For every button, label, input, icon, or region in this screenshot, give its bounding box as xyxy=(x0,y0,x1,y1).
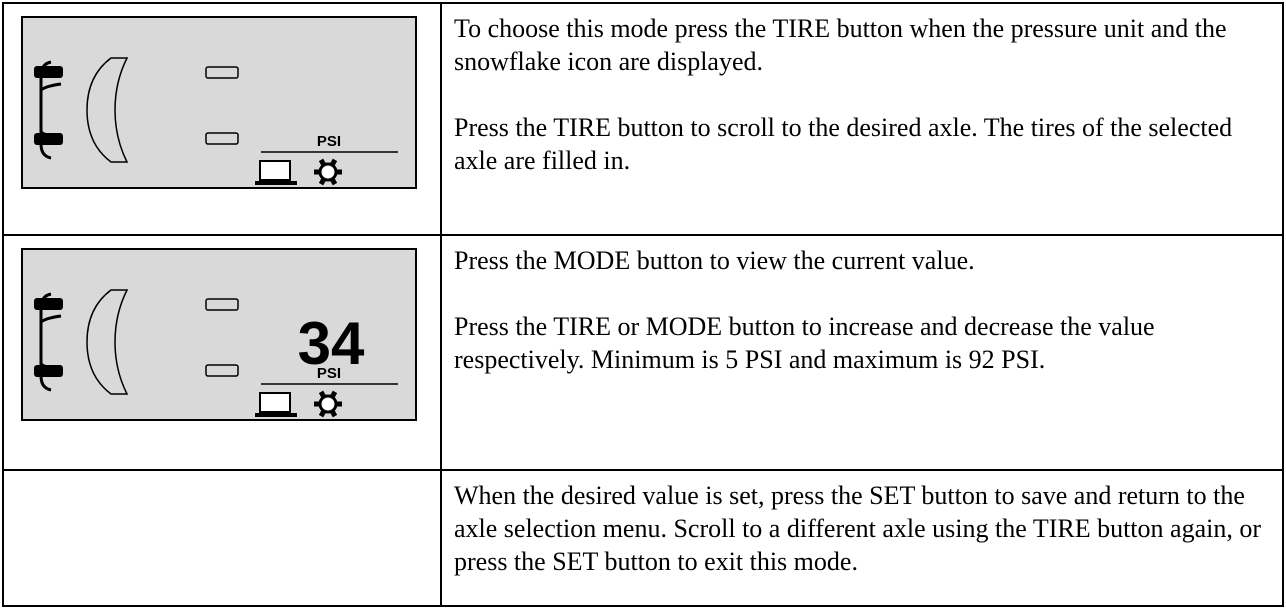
tire-filled xyxy=(34,298,63,310)
table-row: When the desired value is set, press the… xyxy=(2,469,1284,607)
paragraph: Press the TIRE or MODE button to increas… xyxy=(454,312,1155,374)
text-cell: When the desired value is set, press the… xyxy=(440,469,1284,607)
display-cell xyxy=(2,469,442,607)
paragraph: To choose this mode press the TIRE butto… xyxy=(454,14,1227,76)
tire-empty xyxy=(205,132,239,145)
computer-screen xyxy=(259,160,291,181)
lcd-frame xyxy=(21,248,417,421)
lcd-frame xyxy=(21,16,417,189)
tire-empty xyxy=(205,298,239,311)
paragraph: Press the MODE button to view the curren… xyxy=(454,246,975,275)
table-row: PSI To choose this mode press the TIRE b… xyxy=(2,2,1284,236)
tire-filled xyxy=(34,365,63,377)
computer-base xyxy=(255,181,297,185)
display-cell: PSI xyxy=(2,2,442,236)
snowflake-ring xyxy=(318,394,338,414)
unit-label: PSI xyxy=(317,365,341,382)
car-window xyxy=(86,57,129,163)
computer-screen xyxy=(259,392,291,413)
computer-base xyxy=(255,413,297,417)
tire-empty xyxy=(205,66,239,79)
value-digits: 34 xyxy=(298,310,365,377)
unit-label: PSI xyxy=(317,133,341,150)
text-cell: To choose this mode press the TIRE butto… xyxy=(440,2,1284,236)
display-cell: PSI 34 xyxy=(2,234,442,471)
tire-filled xyxy=(34,133,63,145)
text-cell: Press the MODE button to view the curren… xyxy=(440,234,1284,471)
table-row: PSI 34 Press the MODE button to view the … xyxy=(2,234,1284,471)
snowflake-ring xyxy=(318,162,338,182)
paragraph: Press the TIRE button to scroll to the d… xyxy=(454,113,1233,175)
tire-filled xyxy=(34,66,63,78)
lcd-display: PSI xyxy=(21,16,417,189)
car-window xyxy=(86,289,129,395)
tire-empty xyxy=(205,364,239,377)
paragraph: When the desired value is set, press the… xyxy=(454,481,1261,576)
